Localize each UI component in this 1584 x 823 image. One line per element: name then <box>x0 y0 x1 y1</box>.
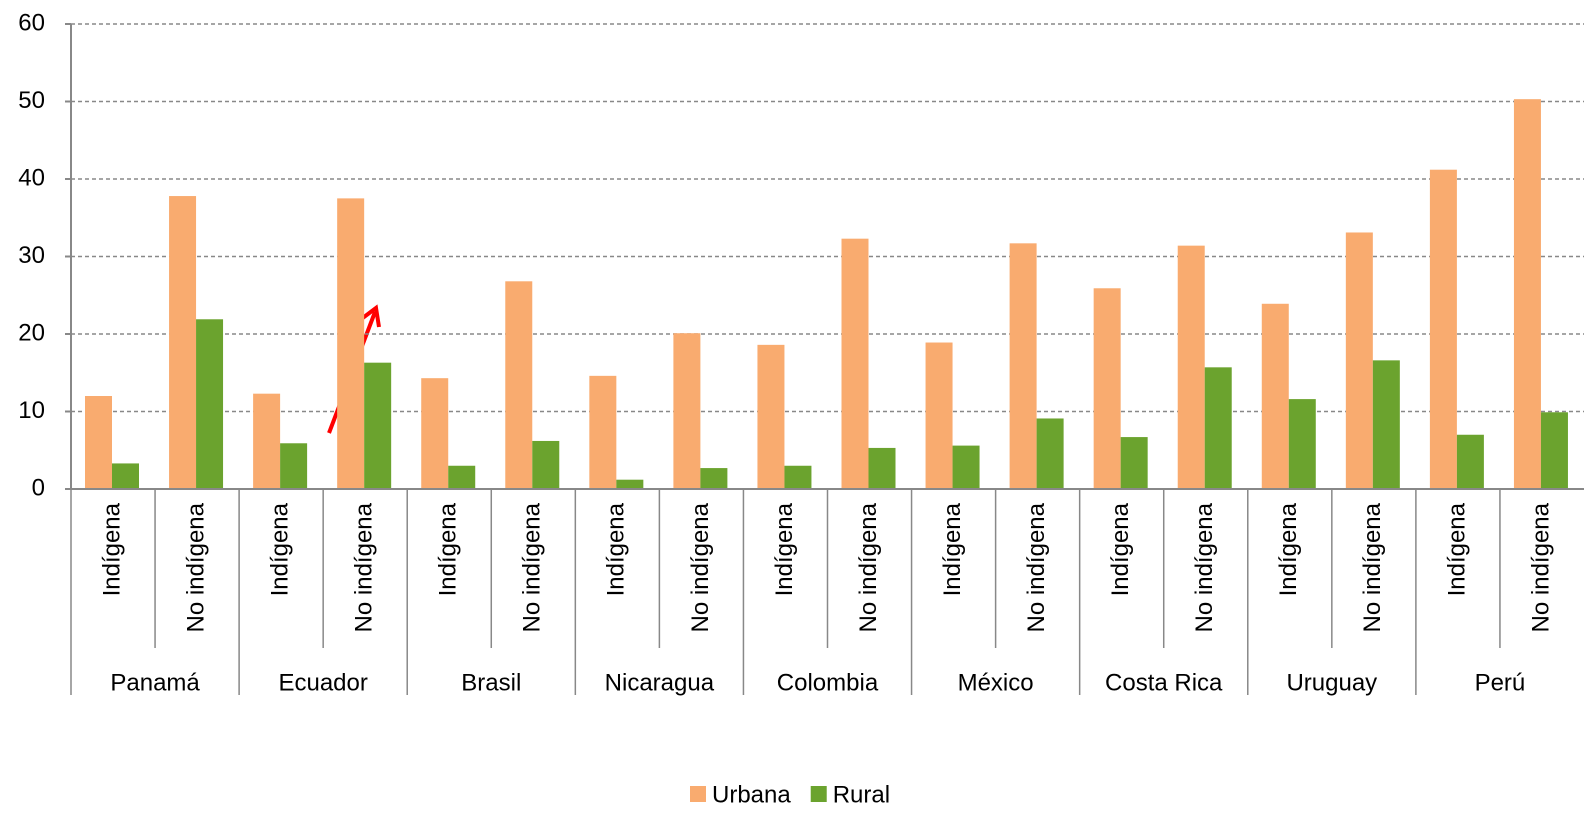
bar <box>784 465 812 489</box>
bar <box>448 465 476 489</box>
x-tick-label: Indígena <box>266 502 293 596</box>
bar <box>700 468 728 489</box>
bar <box>1177 245 1205 489</box>
x-tick-label: No indígena <box>519 502 546 632</box>
bar <box>1204 367 1232 489</box>
bar <box>532 440 560 489</box>
y-tick-label: 10 <box>18 397 45 424</box>
x-tick-label: No indígena <box>687 502 714 632</box>
bar <box>1429 169 1457 489</box>
group-label: Brasil <box>461 669 521 696</box>
y-tick-label: 0 <box>32 474 45 501</box>
group-label: Nicaragua <box>605 669 715 696</box>
x-tick-label: Indígena <box>603 502 630 596</box>
bar <box>589 375 617 489</box>
bar <box>337 198 365 489</box>
x-tick-label: No indígena <box>1527 502 1554 632</box>
group-label: Perú <box>1475 669 1526 696</box>
legend-label: Rural <box>833 781 890 808</box>
group-label: Uruguay <box>1286 669 1377 696</box>
group-label: Colombia <box>777 669 879 696</box>
bar <box>85 396 112 489</box>
x-tick-label: Indígena <box>1275 502 1302 596</box>
bar <box>1036 418 1064 489</box>
x-tick-label: Indígena <box>98 502 125 596</box>
legend-swatch <box>690 786 706 802</box>
bar <box>1540 412 1568 489</box>
legend-label: Urbana <box>712 781 791 808</box>
x-tick-label: Indígena <box>939 502 966 596</box>
bar <box>673 333 701 489</box>
bar <box>925 342 953 489</box>
bar <box>1513 99 1541 490</box>
bar <box>1372 360 1400 489</box>
bar <box>1456 434 1484 489</box>
y-tick-label: 40 <box>18 164 45 191</box>
bar <box>421 378 449 489</box>
y-tick-label: 60 <box>18 9 45 36</box>
bar <box>1288 399 1316 489</box>
bar <box>1345 232 1373 489</box>
bar <box>253 393 281 489</box>
group-label: Ecuador <box>278 669 367 696</box>
bar <box>1009 243 1037 489</box>
x-tick-label: Indígena <box>435 502 462 596</box>
bar <box>616 479 644 489</box>
x-tick-label: No indígena <box>351 502 378 632</box>
x-tick-label: No indígena <box>182 502 209 632</box>
bar <box>196 319 224 489</box>
y-tick-label: 30 <box>18 242 45 269</box>
legend-swatch <box>810 786 827 802</box>
bar <box>868 447 896 489</box>
y-tick-label: 20 <box>18 319 45 346</box>
group-label: Panamá <box>110 669 200 696</box>
bar <box>1261 303 1289 489</box>
group-label: México <box>958 669 1034 696</box>
bar <box>280 443 308 489</box>
x-tick-label: No indígena <box>855 502 882 632</box>
x-tick-label: No indígena <box>1359 502 1386 632</box>
y-tick-label: 50 <box>18 87 45 114</box>
x-tick-label: No indígena <box>1023 502 1050 632</box>
x-tick-label: No indígena <box>1191 502 1218 632</box>
annotation-arrowhead <box>358 304 381 328</box>
group-label: Costa Rica <box>1105 669 1223 696</box>
x-tick-label: Indígena <box>771 502 798 596</box>
bar <box>1093 288 1121 489</box>
bar <box>757 344 785 489</box>
bar <box>169 196 197 490</box>
x-tick-label: Indígena <box>1107 502 1134 596</box>
bar <box>841 238 869 489</box>
bar <box>364 362 392 489</box>
bar <box>952 445 980 489</box>
bar <box>1120 437 1148 489</box>
bar <box>112 463 139 489</box>
bar <box>505 281 533 489</box>
x-tick-label: Indígena <box>1443 502 1470 596</box>
